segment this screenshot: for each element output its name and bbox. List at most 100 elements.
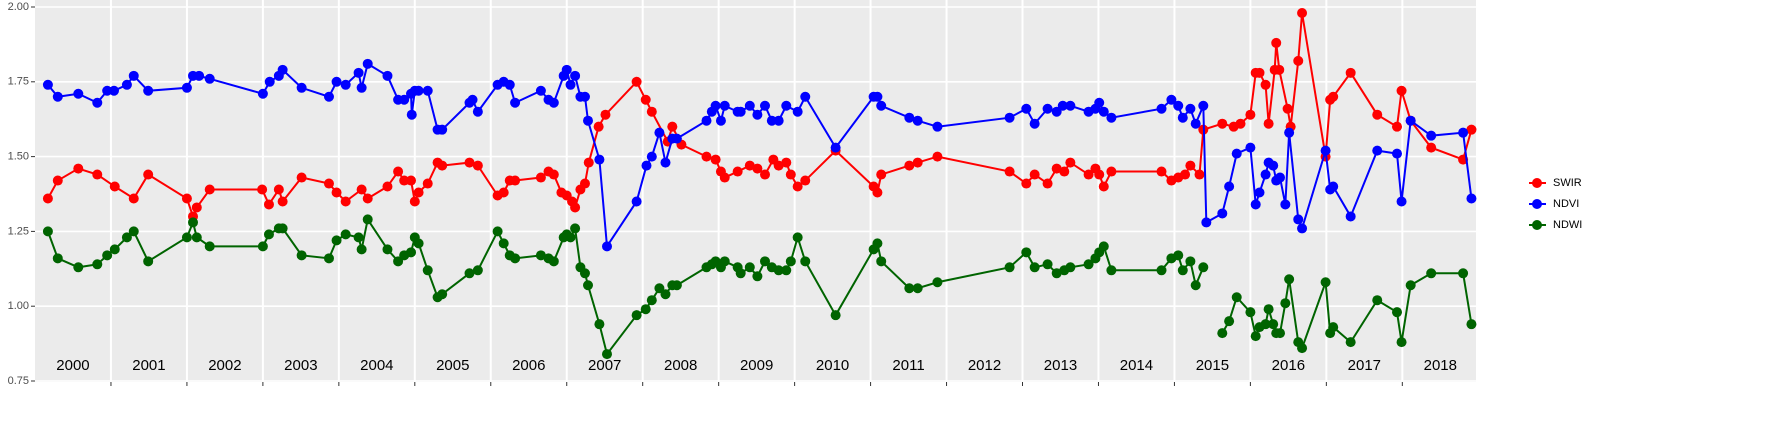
data-point <box>362 214 373 225</box>
data-point <box>277 196 288 207</box>
data-point <box>600 109 611 120</box>
data-point <box>406 175 417 186</box>
year-label: 2017 <box>1348 357 1381 374</box>
data-point <box>1268 319 1279 330</box>
data-point <box>1198 100 1209 111</box>
data-point <box>1263 304 1274 315</box>
data-point <box>1271 37 1282 48</box>
data-point <box>382 181 393 192</box>
data-point <box>667 121 678 132</box>
data-point <box>422 85 433 96</box>
data-point <box>735 106 746 117</box>
y-tick-label: 1.50 <box>8 151 29 163</box>
data-point <box>800 256 811 267</box>
data-point <box>1396 85 1407 96</box>
data-point <box>1274 64 1285 75</box>
data-point <box>121 79 132 90</box>
year-label: 2008 <box>664 357 697 374</box>
year-label: 2014 <box>1120 357 1153 374</box>
data-point <box>1185 160 1196 171</box>
data-point <box>353 232 364 243</box>
data-point <box>872 238 883 249</box>
data-point <box>413 187 424 198</box>
data-point <box>409 196 420 207</box>
data-point <box>1083 169 1094 180</box>
year-label: 2012 <box>968 357 1001 374</box>
data-point <box>1245 109 1256 120</box>
data-point <box>912 283 923 294</box>
data-point <box>654 127 665 138</box>
data-point <box>792 181 803 192</box>
data-point <box>594 319 605 330</box>
data-point <box>1217 328 1228 339</box>
data-point <box>1224 181 1235 192</box>
data-point <box>1280 199 1291 210</box>
data-point <box>1245 307 1256 318</box>
data-point <box>1065 262 1076 273</box>
data-point <box>671 280 682 291</box>
data-point <box>102 85 113 96</box>
data-point <box>1059 166 1070 177</box>
data-point <box>744 160 755 171</box>
data-point <box>719 172 730 183</box>
y-tick-label: 1.75 <box>8 76 29 88</box>
data-point <box>766 115 777 126</box>
data-point <box>143 85 154 96</box>
data-point <box>719 100 730 111</box>
data-point <box>1094 169 1105 180</box>
data-point <box>1391 307 1402 318</box>
data-point <box>1180 169 1191 180</box>
data-point <box>1345 211 1356 222</box>
data-point <box>92 97 103 108</box>
data-point <box>646 151 657 162</box>
data-point <box>1051 268 1062 279</box>
legend-label: SWIR <box>1553 177 1582 189</box>
data-point <box>1426 268 1437 279</box>
data-point <box>800 175 811 186</box>
data-point <box>1245 142 1256 153</box>
data-point <box>331 76 342 87</box>
data-point <box>1094 97 1105 108</box>
data-point <box>1004 166 1015 177</box>
data-point <box>296 82 307 93</box>
data-point <box>1177 265 1188 276</box>
data-point <box>1275 172 1286 183</box>
data-point <box>128 193 139 204</box>
data-point <box>109 181 120 192</box>
data-point <box>872 91 883 102</box>
data-point <box>800 91 811 102</box>
data-point <box>640 94 651 105</box>
data-point <box>1042 178 1053 189</box>
data-point <box>109 244 120 255</box>
data-point <box>257 184 268 195</box>
data-point <box>296 250 307 261</box>
data-point <box>362 58 373 69</box>
data-point <box>570 70 581 81</box>
data-point <box>570 202 581 213</box>
data-point <box>1328 181 1339 192</box>
data-point <box>781 100 792 111</box>
year-label: 2013 <box>1044 357 1077 374</box>
data-point <box>830 142 841 153</box>
data-point <box>323 91 334 102</box>
data-point <box>904 283 915 294</box>
data-point <box>437 160 448 171</box>
data-point <box>399 94 410 105</box>
data-point <box>413 85 424 96</box>
data-point <box>876 256 887 267</box>
data-point <box>42 193 53 204</box>
data-point <box>181 193 192 204</box>
data-point <box>759 100 770 111</box>
data-point <box>1320 277 1331 288</box>
data-point <box>631 196 642 207</box>
data-point <box>1345 337 1356 348</box>
data-point <box>510 253 521 264</box>
data-point <box>1198 262 1209 273</box>
data-point <box>1275 328 1286 339</box>
data-point <box>646 106 657 117</box>
data-point <box>593 121 604 132</box>
data-point <box>504 79 515 90</box>
year-label: 2003 <box>284 357 317 374</box>
legend-marker <box>1532 199 1542 209</box>
data-point <box>785 169 796 180</box>
